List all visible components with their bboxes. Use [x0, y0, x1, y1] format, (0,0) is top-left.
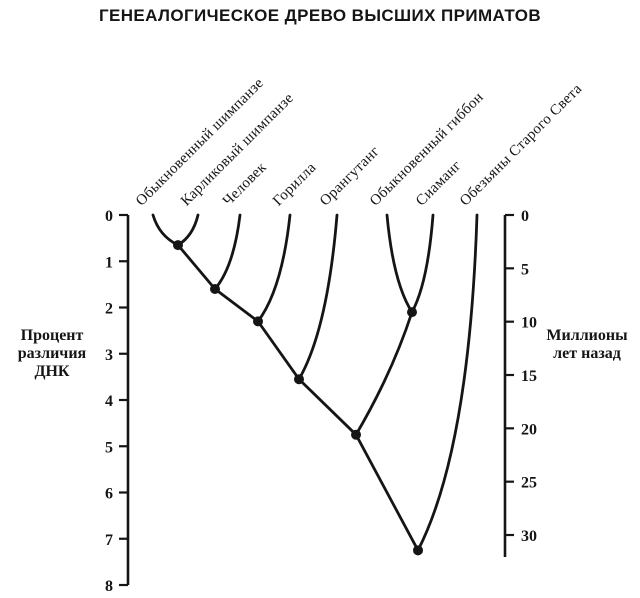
tree-edge-tip2-B: [213, 213, 242, 291]
divergence-node-D: [294, 374, 304, 385]
right-axis-tick-label: 5: [521, 261, 529, 278]
left-axis-tick-label: 3: [105, 347, 113, 364]
tree-edge-B-C: [213, 287, 260, 323]
right-axis-tick-label: 15: [521, 368, 537, 385]
right-axis-tick-label: 20: [521, 421, 537, 438]
tree-edge-tip7-G: [416, 213, 479, 552]
right-axis-tick-label: 0: [521, 208, 529, 225]
left-axis-tick-label: 6: [105, 486, 113, 503]
chart-title: ГЕНЕАЛОГИЧЕСКОЕ ДРЕВО ВЫСШИХ ПРИМАТОВ: [98, 6, 542, 25]
tree-edge-tip0-A: [151, 213, 180, 247]
tree-edge-tip1-A: [176, 213, 200, 247]
tree-edge-C-D: [256, 319, 301, 381]
tree-edge-tip6-F: [410, 213, 435, 314]
divergence-node-F: [407, 307, 417, 318]
tree-edge-F-E: [354, 310, 414, 437]
divergence-node-E: [351, 429, 361, 440]
right-axis-tick-label: 10: [521, 315, 537, 332]
divergence-node-A: [173, 240, 183, 251]
tree-edge-E-G: [354, 433, 420, 552]
right-axis-tick-label: 25: [521, 475, 537, 492]
tree-edge-D-E: [297, 377, 358, 437]
divergence-node-G: [413, 545, 423, 556]
left-axis-tick-label: 8: [105, 578, 113, 595]
tree-edge-tip5-F: [385, 213, 414, 314]
tree-edge-tip3-C: [256, 213, 292, 323]
divergence-node-C: [253, 316, 263, 327]
left-axis-tick-label: 2: [105, 301, 113, 318]
right-axis-tick-label: 30: [521, 528, 537, 545]
left-axis-title: Процент различия ДНК: [17, 327, 87, 380]
left-axis-tick-label: 4: [105, 393, 113, 410]
right-axis-title: Миллионы лет назад: [546, 327, 628, 362]
left-axis-tick-label: 0: [105, 208, 113, 225]
divergence-node-B: [210, 284, 220, 294]
tree-edge-tip4-D: [297, 213, 339, 381]
left-axis-tick-label: 7: [105, 532, 113, 549]
tree-edge-A-B: [176, 243, 217, 291]
left-axis-tick-label: 1: [105, 254, 113, 271]
left-axis-tick-label: 5: [105, 439, 113, 456]
